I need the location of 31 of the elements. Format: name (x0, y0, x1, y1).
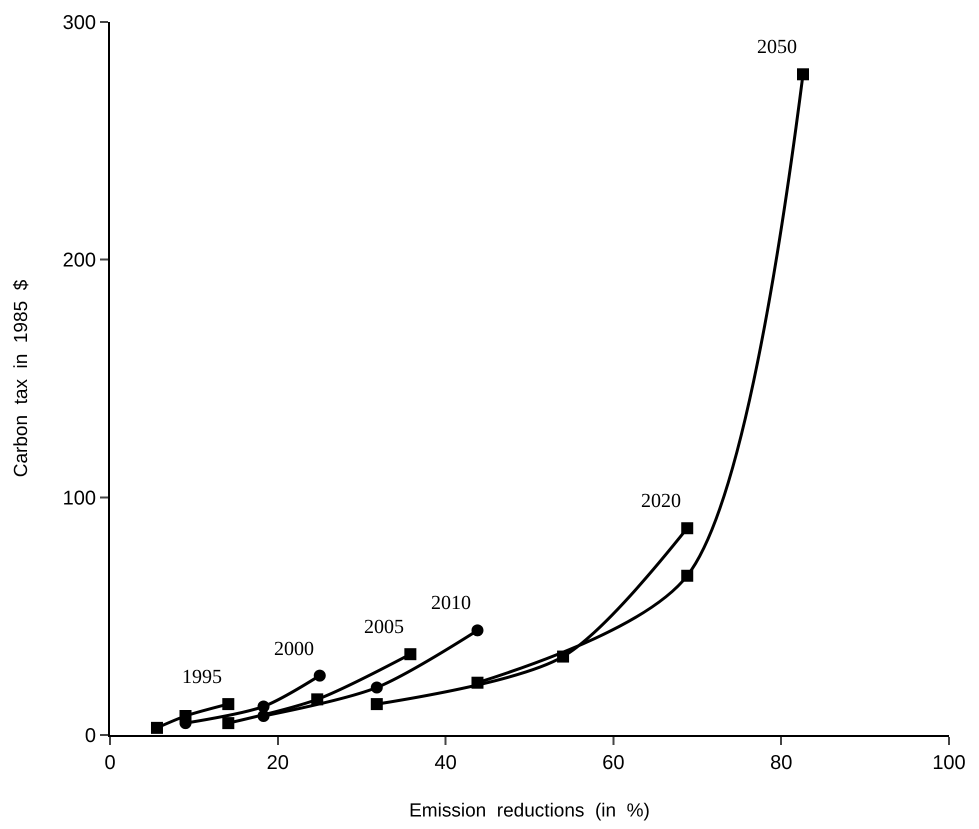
series-label: 1995 (182, 666, 222, 688)
x-tick-label: 40 (434, 752, 457, 774)
point (222, 698, 234, 710)
series-label: 2005 (364, 616, 404, 638)
series-label: 2000 (274, 638, 314, 660)
point (471, 624, 484, 636)
y-tick-label: 0 (84, 725, 96, 747)
x-tick-label: 0 (104, 752, 116, 774)
point (370, 698, 383, 710)
x-tick-label: 100 (932, 752, 966, 774)
point (404, 648, 416, 660)
point (681, 522, 694, 534)
point (471, 676, 484, 689)
y-tick-label: 300 (62, 12, 96, 34)
point (258, 710, 270, 722)
point (797, 68, 810, 80)
y-tick-label: 200 (62, 250, 96, 272)
point (370, 681, 383, 694)
point (222, 717, 234, 730)
series-label: 2010 (431, 592, 471, 614)
point (314, 670, 326, 682)
x-axis-title: Emission reductions (in %) (409, 800, 650, 822)
y-tick-label: 100 (62, 487, 96, 510)
x-tick-label: 20 (266, 752, 289, 774)
x-tick-label: 60 (602, 752, 625, 774)
series-label: 2020 (641, 490, 681, 512)
series-label: 2050 (757, 36, 797, 58)
x-tick-label: 80 (770, 752, 792, 774)
point (681, 570, 694, 582)
y-axis-title: Carbon tax in 1985 $ (10, 279, 32, 478)
point (150, 722, 163, 734)
